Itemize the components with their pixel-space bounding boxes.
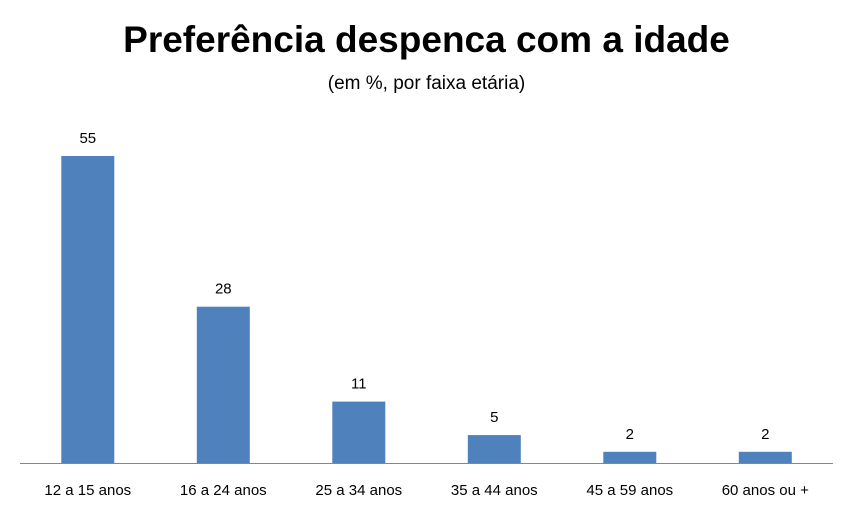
bar-6 xyxy=(738,451,792,463)
chart-subtitle: (em %, por faixa etária) xyxy=(327,73,526,94)
data-label-4: 5 xyxy=(490,409,498,426)
x-tick-label-5: 45 a 59 anos xyxy=(586,482,673,499)
bar-1 xyxy=(61,156,115,463)
chart-title: Preferência despenca com a idade xyxy=(123,19,730,60)
data-label-2: 28 xyxy=(215,281,232,298)
data-label-6: 2 xyxy=(761,426,769,443)
x-tick-label-6: 60 anos ou + xyxy=(722,482,809,499)
x-tick-label-3: 25 a 34 anos xyxy=(315,482,402,499)
data-label-3: 11 xyxy=(351,376,367,393)
bar-4 xyxy=(467,435,521,463)
bar-2 xyxy=(196,306,250,463)
x-tick-label-1: 12 a 15 anos xyxy=(44,482,131,499)
bar-5 xyxy=(603,451,657,463)
x-tick-label-2: 16 a 24 anos xyxy=(180,482,267,499)
x-tick-label-4: 35 a 44 anos xyxy=(451,482,538,499)
bar-3 xyxy=(332,401,386,463)
data-label-1: 55 xyxy=(79,130,96,147)
data-label-5: 2 xyxy=(626,426,634,443)
